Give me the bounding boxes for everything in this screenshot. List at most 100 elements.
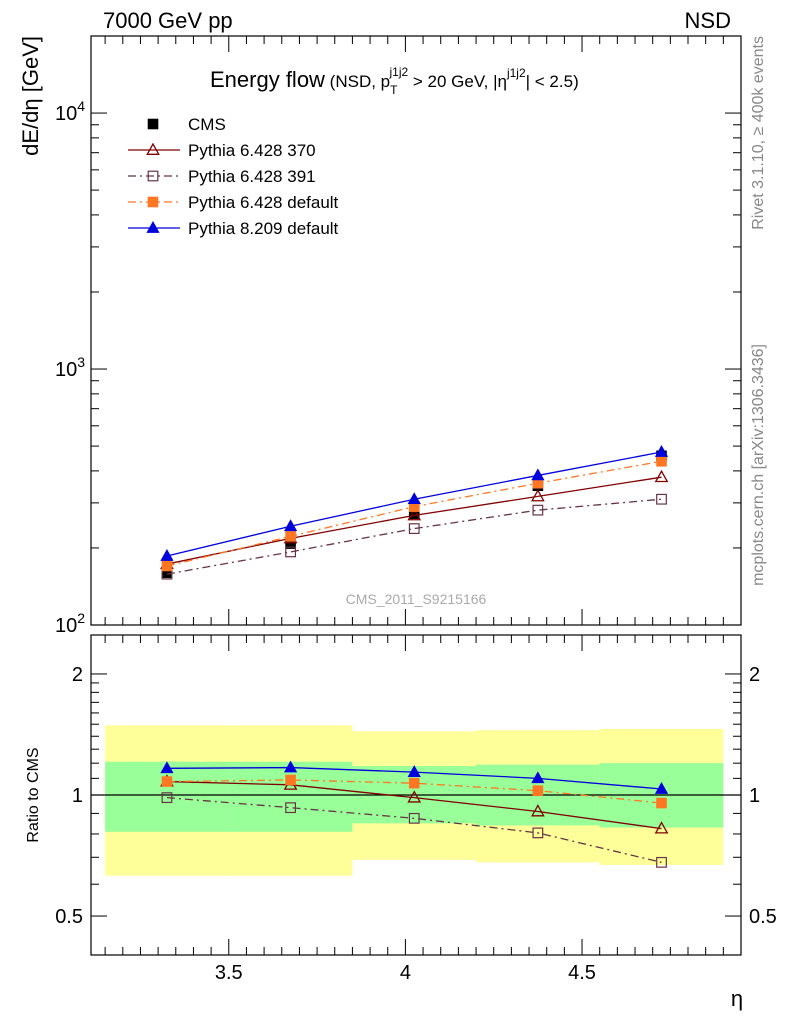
series-pythia-8-209-default: [160, 444, 669, 561]
x-tick-label: 4.5: [568, 962, 596, 984]
legend-item-pythia-6-428-370: Pythia 6.428 370: [128, 141, 316, 160]
plot-title-subscript: T: [390, 83, 398, 97]
data-point-4: [531, 489, 545, 502]
legend-label: Pythia 6.428 370: [188, 141, 316, 160]
ratio-point-1: [161, 792, 173, 804]
data-point-5: [656, 493, 667, 505]
y-tick-label-exponent: 3: [77, 354, 85, 370]
ratio-point-2: [283, 760, 298, 773]
ratio-point-1: [160, 761, 174, 774]
series-pythia-6-428-default: [161, 456, 667, 572]
data-point-2: [283, 519, 298, 532]
legend-marker: [146, 220, 160, 233]
legend-item-cms: CMS: [147, 115, 226, 134]
ratio-point-3: [408, 812, 420, 824]
legend-marker: [147, 118, 159, 130]
analysis-watermark: CMS_2011_S9215166: [346, 591, 487, 607]
ratio-y-tick-label-right: 2: [749, 664, 760, 686]
data-point-2: [285, 531, 296, 542]
ratio-point-3: [408, 777, 420, 789]
ratio-point-5: [656, 856, 667, 868]
x-tick-label: 3.5: [215, 962, 243, 984]
ratio-series-pythia-8-209-default: [160, 760, 669, 794]
main-y-ticks: [91, 35, 741, 626]
ratio-y-axis-label: Ratio to CMS: [25, 747, 42, 842]
data-point-5: [654, 469, 669, 483]
data-point-5: [654, 444, 669, 457]
ratio-point-5: [656, 797, 667, 809]
plot-title-middle: > 20 GeV, |η: [408, 72, 507, 91]
y-tick-label-base: 10: [55, 359, 77, 381]
ratio-point-4: [531, 771, 545, 784]
y-tick-label-exponent: 4: [77, 98, 85, 114]
header-collision-label: 7000 GeV pp: [103, 8, 233, 33]
legend-item-pythia-6-428-default: Pythia 6.428 default: [128, 193, 339, 212]
ratio-point-2: [285, 802, 296, 814]
ratio-series-pythia-6-428-default: [161, 774, 667, 809]
legend-item-pythia-8-209-default: Pythia 8.209 default: [128, 219, 339, 238]
data-point-1: [161, 560, 173, 572]
legend-marker: [146, 142, 160, 155]
ratio-y-tick-label-right: 1: [749, 785, 760, 807]
plot-title: Energy flow (NSD, pTj1j2 > 20 GeV, |ηj1j…: [210, 65, 579, 97]
ratio-point-4: [531, 804, 545, 817]
inner-band-bin-2: [228, 761, 353, 832]
ratio-point-4: [532, 785, 544, 796]
legend-marker: [147, 170, 159, 182]
data-point-3: [407, 508, 422, 521]
legend-label: CMS: [188, 115, 226, 134]
x-tick-label: 4: [400, 962, 411, 984]
data-point-2: [285, 546, 296, 558]
x-ticks: [104, 36, 724, 955]
y-tick-label-base: 10: [55, 103, 77, 125]
ratio-point-3: [407, 765, 421, 777]
ratio-y-ticks: [91, 673, 741, 956]
y-tick-label-10000: 104: [55, 98, 85, 125]
main-plot-frame: [90, 35, 742, 626]
legend-label: Pythia 8.209 default: [188, 219, 339, 238]
series-line: [166, 476, 662, 565]
header-process-label: NSD: [685, 8, 731, 33]
rivet-version-label: Rivet 3.1.10, ≥ 400k events: [750, 36, 767, 230]
mcplots-reference-label: mcplots.cern.ch [arXiv:1306.3436]: [750, 344, 767, 586]
data-point-5: [656, 456, 667, 467]
y-tick-label-1000: 103: [55, 354, 85, 381]
ratio-point-2: [285, 774, 296, 786]
ratio-y-tick-label: 1: [72, 785, 83, 807]
data-point-1: [160, 548, 174, 561]
ratio-series-line: [166, 796, 662, 863]
plot-title-superscript-2: j1j2: [506, 66, 526, 80]
series-cms: [161, 450, 667, 579]
series-line: [166, 498, 662, 575]
series-pythia-6-428-370: [160, 469, 669, 570]
y-tick-label-exponent: 2: [77, 610, 85, 626]
plot-title-superscript: j1j2: [388, 65, 408, 79]
ratio-series-pythia-6-428-391: [161, 792, 667, 868]
legend: CMS Pythia 6.428 370 Pythia 6.428 391 Pythi…: [128, 115, 339, 238]
ratio-y-tick-label-right: 0.5: [749, 906, 777, 928]
x-axis-label: η: [731, 986, 743, 1011]
ratio-point-5: [654, 781, 669, 794]
legend-label: Pythia 6.428 391: [188, 167, 316, 186]
inner-band-bin-1: [105, 761, 229, 832]
ratio-point-1: [161, 776, 173, 787]
plot-title-prefix: (NSD, p: [325, 72, 390, 91]
data-point-4: [532, 504, 544, 516]
legend-marker: [147, 196, 159, 208]
ratio-point-3: [407, 790, 422, 803]
ratio-y-tick-label: 0.5: [55, 906, 83, 928]
plot-title-main: Energy flow: [210, 67, 325, 92]
ratio-point-5: [654, 821, 669, 834]
ratio-y-tick-label: 2: [72, 664, 83, 686]
plot-title-suffix: | < 2.5): [526, 72, 579, 91]
main-y-axis-label: dE/dη [GeV]: [18, 36, 43, 156]
data-point-3: [407, 492, 421, 505]
data-point-4: [531, 468, 545, 481]
ratio-point-4: [532, 827, 544, 839]
ratio-series-line: [166, 780, 662, 830]
data-point-3: [408, 523, 420, 535]
legend-label: Pythia 6.428 default: [188, 193, 339, 212]
y-tick-label-base: 10: [55, 615, 77, 637]
y-tick-label-100: 102: [55, 610, 85, 637]
